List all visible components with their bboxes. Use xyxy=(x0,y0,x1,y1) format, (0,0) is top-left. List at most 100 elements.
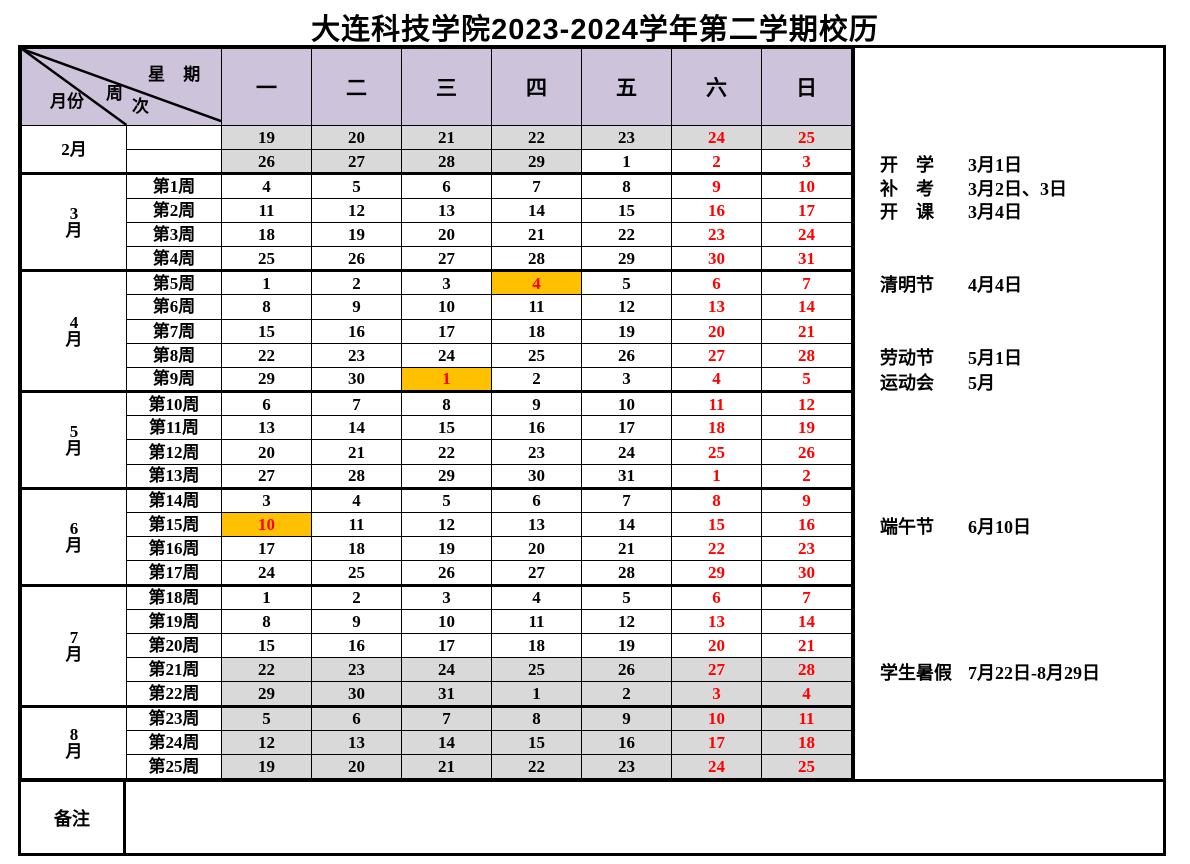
date-cell: 28 xyxy=(581,560,672,586)
calendar-week-row: 3 月第1周 4 5 6 7 8 9 10 xyxy=(21,172,852,272)
week-label: 第8周 xyxy=(126,342,222,368)
date-cell: 22 xyxy=(221,342,312,368)
date-cell: 27 xyxy=(221,463,312,489)
month-label: 6 月 xyxy=(21,486,127,586)
date-cell: 24 xyxy=(401,342,492,368)
date-cell: 24 xyxy=(761,221,852,247)
date-cell: 12 xyxy=(311,197,402,223)
date-cell: 1 xyxy=(671,463,762,489)
week-label: 第12周 xyxy=(126,439,222,465)
date-cell: 25 xyxy=(491,342,582,368)
date-cell: 1 xyxy=(221,583,312,610)
day-header-tue: 二 xyxy=(311,48,402,126)
week-label: 第11周 xyxy=(126,415,222,441)
date-cell: 25 xyxy=(311,560,402,586)
date-cell: 7 xyxy=(491,172,582,199)
date-cell: 6 xyxy=(671,583,762,610)
date-cell: 5 xyxy=(221,704,312,731)
date-cell: 19 xyxy=(221,124,312,151)
date-cell: 21 xyxy=(401,124,492,151)
date-cell: 26 xyxy=(401,560,492,586)
corner-week-label-1: 周 xyxy=(106,84,123,103)
date-cell: 16 xyxy=(581,729,672,755)
week-label: 第5周 xyxy=(126,269,222,296)
date-cell: 4 xyxy=(671,366,762,393)
date-cell: 26 xyxy=(221,149,312,175)
date-cell: 3 xyxy=(401,269,492,296)
date-cell: 2 xyxy=(671,149,762,175)
calendar-week-row: 第11周 13 14 15 16 17 18 19 xyxy=(22,415,852,441)
note-date: 5月1日 xyxy=(968,348,1022,368)
date-cell: 11 xyxy=(311,511,402,538)
week-label: 第23周 xyxy=(126,704,222,731)
note-date: 6月10日 xyxy=(968,517,1031,537)
calendar-week-row: 第7周 15 16 17 18 19 20 21 xyxy=(22,318,852,344)
date-cell: 25 xyxy=(761,124,852,151)
date-cell: 18 xyxy=(491,318,582,344)
date-cell: 2 xyxy=(581,681,672,707)
note-label: 劳动节 xyxy=(880,348,934,368)
date-cell: 28 xyxy=(311,463,402,489)
date-cell: 23 xyxy=(491,439,582,465)
date-cell: 8 xyxy=(581,172,672,199)
date-cell: 14 xyxy=(311,415,402,441)
date-cell: 4 xyxy=(761,681,852,707)
date-cell: 11 xyxy=(491,608,582,634)
date-cell: 15 xyxy=(581,197,672,223)
date-cell: 19 xyxy=(221,753,312,780)
date-cell: 24 xyxy=(581,439,672,465)
date-cell: 2 xyxy=(491,366,582,393)
date-cell: 17 xyxy=(671,729,762,755)
month-label: 7 月 xyxy=(21,583,127,707)
date-cell: 1 xyxy=(221,269,312,296)
week-label: 第13周 xyxy=(126,463,222,489)
note-label: 学生暑假 xyxy=(880,663,952,683)
date-cell: 8 xyxy=(671,486,762,514)
month-label: 8 月 xyxy=(21,704,127,780)
week-label: 第19周 xyxy=(126,608,222,634)
calendar-body: 2月 19 20 21 22 23 24 25 26 27 28 29 1 2 3 3 月第1周 4 5 6 7 8 9 1… xyxy=(21,124,852,780)
note-label: 运动会 xyxy=(880,373,934,393)
date-cell: 29 xyxy=(221,366,312,393)
calendar-week-row: 5 月第10周 6 7 8 9 10 11 12 xyxy=(21,390,852,489)
date-cell: 18 xyxy=(221,221,312,247)
note-date: 3月2日、3日 xyxy=(968,179,1067,199)
week-label: 第14周 xyxy=(126,486,222,514)
date-cell: 3 xyxy=(401,583,492,610)
day-header-sun: 日 xyxy=(761,48,852,126)
date-cell: 30 xyxy=(761,560,852,586)
calendar-week-row: 第12周 20 21 22 23 24 25 26 xyxy=(22,439,852,465)
date-cell: 21 xyxy=(761,632,852,659)
week-label: 第6周 xyxy=(126,294,222,320)
calendar-week-row: 第8周 22 23 24 25 26 27 28 xyxy=(22,342,852,368)
date-cell: 26 xyxy=(581,342,672,368)
date-cell: 10 xyxy=(671,704,762,731)
calendar-week-row: 6 月第14周 3 4 5 6 7 8 9 xyxy=(21,486,852,586)
date-cell: 6 xyxy=(491,486,582,514)
calendar-week-row: 第24周 12 13 14 15 16 17 18 xyxy=(22,729,852,755)
date-cell: 22 xyxy=(491,124,582,151)
note-label: 开 学 xyxy=(880,155,934,175)
note-label: 清明节 xyxy=(880,275,934,295)
calendar-week-row: 第13周 27 28 29 30 31 1 2 xyxy=(22,463,852,489)
date-cell: 18 xyxy=(671,415,762,441)
date-cell: 1 xyxy=(491,681,582,707)
page-title: 大连科技学院2023-2024学年第二学期校历 xyxy=(311,14,879,46)
date-cell: 9 xyxy=(761,486,852,514)
date-cell: 17 xyxy=(761,197,852,223)
date-cell: 4 xyxy=(311,486,402,514)
calendar-week-row: 第2周 11 12 13 14 15 16 17 xyxy=(22,197,852,223)
calendar-week-row: 8 月第23周 5 6 7 8 9 10 11 xyxy=(21,704,852,780)
date-cell: 17 xyxy=(581,415,672,441)
date-cell: 2 xyxy=(311,269,402,296)
week-label: 第1周 xyxy=(126,172,222,199)
note-line: 清明节 4月4日 xyxy=(880,273,1159,297)
note-date: 7月22日-8月29日 xyxy=(968,663,1100,683)
date-cell: 13 xyxy=(671,608,762,634)
month-label: 3 月 xyxy=(21,172,127,272)
week-label xyxy=(126,149,222,175)
date-cell: 25 xyxy=(491,657,582,683)
week-label: 第2周 xyxy=(126,197,222,223)
date-cell: 8 xyxy=(491,704,582,731)
date-cell: 13 xyxy=(311,729,402,755)
